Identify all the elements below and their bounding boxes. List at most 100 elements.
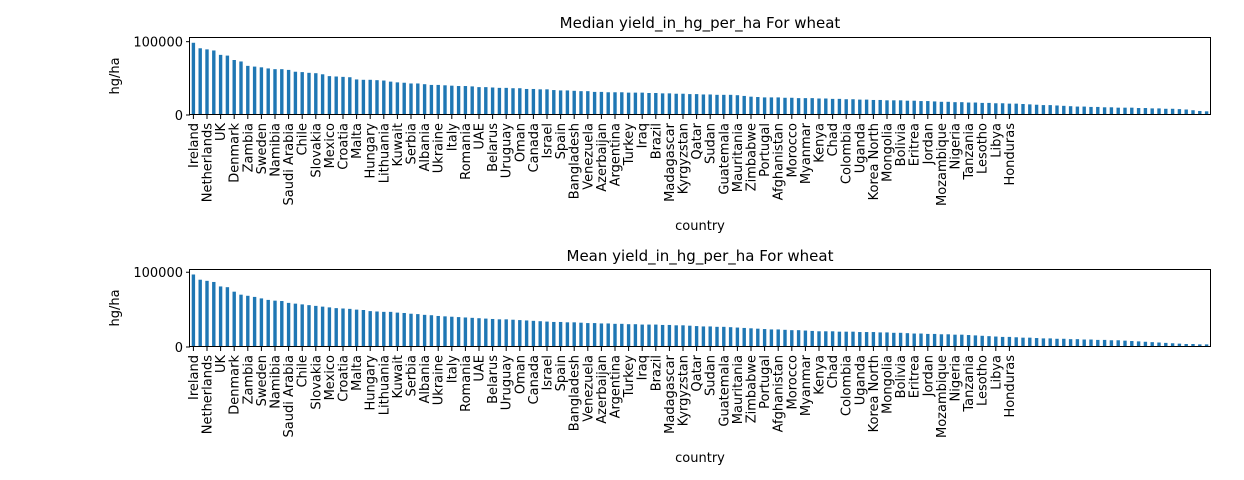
bar [1150, 342, 1154, 347]
bar [402, 312, 406, 347]
bar [1068, 106, 1073, 115]
x-tick-label: Ukraine [432, 123, 447, 173]
bar [1170, 343, 1175, 347]
bar [674, 93, 678, 115]
bar [749, 328, 753, 347]
bar [1096, 339, 1100, 347]
bar [769, 329, 774, 347]
bar [1123, 107, 1127, 115]
x-tick-label: Oman [513, 355, 528, 394]
bar [1204, 344, 1209, 347]
bar [293, 303, 298, 347]
bar [626, 324, 631, 347]
x-tick-label: Tanzania [962, 355, 977, 413]
x-tick-label: Italy [445, 355, 460, 384]
bar [1082, 339, 1086, 347]
x-tick-label: Brazil [649, 123, 664, 159]
bar [300, 304, 304, 347]
bar [599, 323, 604, 347]
bar [769, 97, 774, 115]
x-tick-label: Mauritania [731, 123, 746, 192]
bar [572, 90, 576, 115]
x-tick-label: Mongolia [881, 123, 896, 182]
bar [987, 102, 991, 115]
x-tick-label: Guatemala [717, 355, 732, 427]
x-tick-label: Nigeria [949, 355, 964, 402]
bar [790, 97, 794, 115]
x-tick-label: Azerbaijan [595, 355, 610, 424]
x-tick-label: Namibia [269, 123, 284, 177]
x-tick-label: UAE [473, 123, 488, 150]
bar [1075, 339, 1080, 347]
x-tick-label: Madagascar [663, 122, 678, 202]
x-tick-label: Sudan [704, 123, 719, 164]
bar [973, 102, 978, 115]
bar [701, 326, 706, 347]
bar [878, 99, 882, 115]
bar [1007, 336, 1012, 347]
bar [701, 94, 706, 115]
bar [239, 61, 243, 115]
bar [837, 331, 842, 347]
bar [1007, 103, 1012, 115]
x-tick-label: Portugal [758, 123, 773, 177]
y-axis-label: hg/ha [108, 57, 123, 94]
bar [776, 329, 780, 347]
bar [1143, 341, 1148, 347]
bar [1062, 105, 1066, 115]
bar [762, 329, 767, 347]
x-tick-label: Qatar [690, 122, 705, 159]
bar [715, 326, 719, 347]
bar [953, 334, 957, 347]
bar [912, 100, 916, 115]
bar [1089, 339, 1093, 347]
bar [694, 326, 699, 347]
bar [987, 336, 991, 347]
bar [477, 318, 481, 347]
bar [660, 93, 665, 115]
bar [436, 315, 440, 347]
bar [851, 99, 855, 115]
bar [307, 305, 311, 347]
x-tick-label: Chad [826, 355, 841, 389]
bar [463, 86, 468, 115]
bar [756, 328, 760, 347]
bar [1041, 105, 1046, 115]
bar [246, 295, 250, 347]
bar [722, 94, 726, 115]
x-tick-label: Morocco [785, 123, 800, 177]
x-tick-label: Albania [418, 123, 433, 172]
bar [824, 98, 828, 115]
x-tick-label: Spain [554, 123, 569, 159]
bar [286, 69, 291, 115]
bar [1157, 108, 1161, 115]
bar [252, 66, 257, 115]
bar [973, 335, 978, 347]
x-axis-label: country [675, 219, 725, 234]
bar [640, 324, 644, 347]
x-tick-label: Morocco [785, 355, 800, 409]
bar [851, 331, 855, 347]
bar [422, 314, 427, 347]
x-tick-label: Uganda [853, 123, 868, 173]
bar [314, 73, 318, 115]
bar [830, 98, 835, 115]
chart-title: Median yield_in_hg_per_ha For wheat [560, 14, 841, 33]
bar [783, 329, 787, 347]
bar [960, 334, 964, 347]
x-tick-label: UAE [473, 355, 488, 382]
bar [388, 311, 393, 347]
bar [858, 332, 862, 347]
bar [191, 42, 196, 115]
bar [654, 93, 658, 115]
y-tick-label: 0 [175, 109, 183, 124]
bar [586, 323, 590, 347]
x-tick-label: Madagascar [663, 354, 678, 434]
bar [579, 91, 583, 115]
x-tick-label: Kenya [813, 123, 828, 163]
bar [1096, 106, 1100, 115]
bar [1089, 106, 1093, 115]
bar [790, 330, 794, 347]
bar [497, 87, 502, 115]
bar [273, 300, 277, 347]
